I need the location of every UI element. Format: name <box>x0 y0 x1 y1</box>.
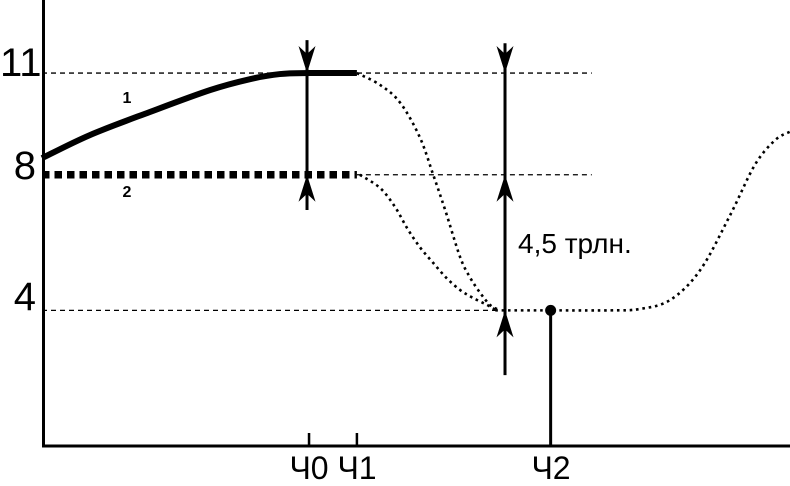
gap-arrow-4-5-trln-head-up-8 <box>496 174 514 202</box>
point-at-ch2-dot <box>545 304 557 316</box>
y-tick-label-8: 8 <box>13 144 36 188</box>
gap-arrow-at-ch0-head-down-11 <box>298 46 316 74</box>
y-tick-label-11: 11 <box>0 41 42 85</box>
x-tick-label-ch0: Ч0 <box>289 450 329 486</box>
projection-drop-from-8 <box>359 173 496 311</box>
x-tick-label-ch1: Ч1 <box>337 450 377 486</box>
gap-arrow-at-ch0-head-up-8 <box>298 174 316 202</box>
gap-arrow-4-5-trln-head-up-4 <box>496 310 514 338</box>
curve-1-label: 1 <box>122 90 132 107</box>
projection-bottom-and-recovery <box>495 130 790 312</box>
curve-2-label: 2 <box>122 184 132 201</box>
x-tick-label-ch2: Ч2 <box>531 450 571 486</box>
projection-drop-from-11 <box>356 71 499 311</box>
y-tick-label-4: 4 <box>13 275 36 319</box>
gap-annotation-4-5-trillion: 4,5 трлн. <box>518 228 632 259</box>
series-1-solid-rise-to-11 <box>40 69 357 161</box>
gap-arrow-4-5-trln-head-down-11 <box>496 46 514 74</box>
